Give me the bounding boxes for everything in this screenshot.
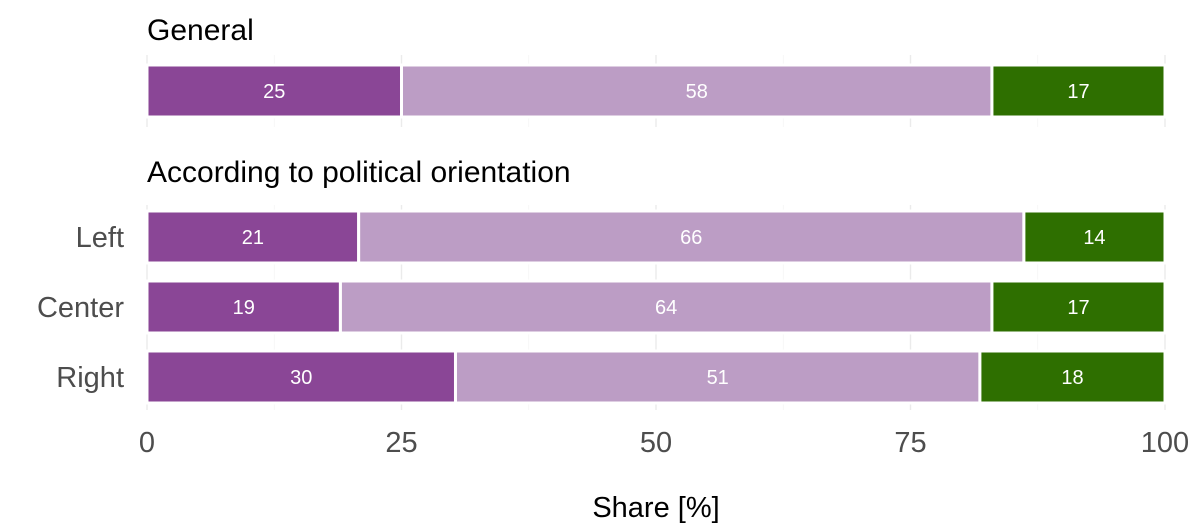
bar-segment — [990, 279, 1167, 335]
x-tick-label: 75 — [894, 427, 926, 459]
bar-value-label: 25 — [263, 81, 285, 103]
x-tick-label: 50 — [640, 427, 672, 459]
bar-value-label: 51 — [707, 367, 729, 389]
bar-segment — [1022, 209, 1167, 265]
bar-value-label: 19 — [233, 297, 255, 319]
category-label: Left — [76, 222, 124, 254]
bar-value-label: 30 — [290, 367, 312, 389]
bar-segment — [338, 279, 994, 335]
x-tick-label: 100 — [1141, 427, 1189, 459]
bar-value-label: 17 — [1067, 297, 1089, 319]
bar-segment — [978, 349, 1167, 405]
bar-value-label: 21 — [242, 227, 264, 249]
bar-value-label: 66 — [680, 227, 702, 249]
panel-title: According to political orientation — [147, 156, 571, 189]
bar-value-label: 18 — [1061, 367, 1083, 389]
category-label: Center — [37, 292, 124, 324]
x-tick-label: 0 — [139, 427, 155, 459]
bar-value-label: 17 — [1067, 81, 1089, 103]
x-axis-title: Share [%] — [592, 492, 719, 524]
bar-segment — [145, 209, 361, 265]
bars — [145, 63, 1167, 405]
bar-value-label: 64 — [655, 297, 677, 319]
bar-value-label: 14 — [1083, 227, 1105, 249]
x-tick-label: 25 — [385, 427, 417, 459]
panel-title: General — [147, 14, 254, 47]
category-label: Right — [56, 362, 124, 394]
bar-segment — [990, 63, 1167, 119]
text-labels: General 25 58 17 According to political orie… — [37, 14, 1189, 459]
bar-value-label: 58 — [686, 81, 708, 103]
bar-segment — [145, 349, 457, 405]
bar-segment — [400, 63, 994, 119]
